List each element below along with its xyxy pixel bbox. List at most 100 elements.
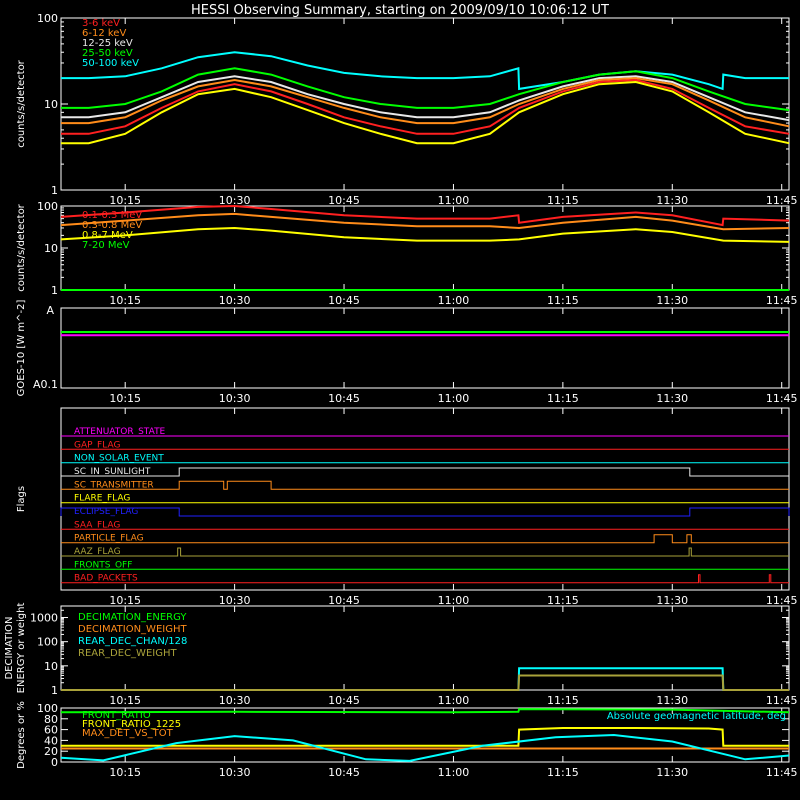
flags-xtick-label: 11:00: [438, 594, 470, 607]
panel-lowenergy: 10:15 10:30 10:45 11:00 11:15 11:30 11:45 1 10 10…: [16, 12, 798, 207]
ratios-series-front-ratio-1225: [61, 727, 789, 747]
decimation-xtick-label: 11:15: [547, 694, 579, 707]
decimation-ytick-label: 10: [44, 660, 58, 673]
flag-label: SC_TRANSMITTER: [74, 480, 154, 490]
decimation-ylabel-line1: DECIMATION: [4, 616, 15, 679]
goes-ytick-label-a01: A0.1: [33, 378, 58, 391]
ratios-xtick-label: 11:45: [766, 766, 798, 779]
goes-xtick-label: 11:30: [656, 392, 688, 405]
flags-xtick-label: 10:45: [328, 594, 360, 607]
flag-label: NON_SOLAR_EVENT: [74, 454, 164, 464]
goes-xtick-label: 11:15: [547, 392, 579, 405]
flags-ylabel: Flags: [16, 486, 27, 512]
lowenergy-series-3-6-kev: [61, 78, 790, 135]
highenergy-series-0-3-0-8-mev: [60, 212, 790, 231]
highenergy-xtick-label: 11:00: [438, 294, 470, 307]
ratios-ytick-label: 20: [44, 745, 58, 758]
highenergy-ytick-label: 10: [44, 242, 58, 255]
goes-xtick-label: 10:30: [219, 392, 251, 405]
flags-xtick-label: 11:30: [656, 594, 688, 607]
flag-line: [60, 507, 790, 517]
ratios-annotation: Absolute geomagnetic latitude, deg: [607, 711, 786, 722]
flag-label: ATTENUATOR_STATE: [74, 427, 166, 437]
panel-flags: 10:15 10:30 10:45 11:00 11:15 11:30 11:45 Flags…: [16, 407, 798, 607]
ratios-xtick-label: 11:30: [656, 766, 688, 779]
ratios-ylabel: Degrees or %: [16, 701, 27, 769]
lowenergy-ytick-label: 1: [51, 184, 58, 197]
goes-xtick-label: 10:45: [328, 392, 360, 405]
highenergy-xtick-label: 10:15: [109, 294, 141, 307]
highenergy-xtick-label: 10:45: [328, 294, 360, 307]
lowenergy-legend-item: 50-100 keV: [82, 58, 139, 69]
flag-label: SAA_FLAG: [74, 520, 120, 530]
lowenergy-xtick-label: 10:15: [109, 194, 141, 207]
highenergy-legend-item: 7-20 MeV: [82, 240, 130, 251]
flag-line: [61, 534, 789, 544]
ratios-xtick-label: 10:30: [219, 766, 251, 779]
decimation-series-rear-dec-weight: [61, 674, 789, 691]
lowenergy-legend-item: 12-25 keV: [82, 38, 133, 49]
decimation-legend-item: REAR_DEC_CHAN/128: [78, 636, 187, 647]
goes-xtick-label: 11:45: [766, 392, 798, 405]
ratios-xtick-label: 10:15: [109, 766, 141, 779]
decimation-xtick-label: 11:00: [438, 694, 470, 707]
flag-label: SC_IN_SUNLIGHT: [74, 467, 151, 477]
decimation-ylabel-line2: ENERGY or weight: [16, 603, 27, 694]
flag-line: [61, 574, 789, 584]
highenergy-xtick-label: 11:15: [547, 294, 579, 307]
lowenergy-xtick-label: 10:45: [328, 194, 360, 207]
highenergy-series-0-8-7-mev: [60, 226, 790, 243]
ratios-series-front-ratio: [60, 708, 790, 714]
lowenergy-series-yellow: [61, 80, 790, 145]
flags-frame: [60, 407, 790, 591]
lowenergy-series-25-50-kev: [61, 67, 790, 112]
flags-xtick-label: 11:15: [547, 594, 579, 607]
decimation-ytick-label: 100: [37, 636, 58, 649]
panel-highenergy: 10:15 10:30 10:45 11:00 11:15 11:30 11:45 1 10 10…: [16, 200, 798, 307]
flag-label: ECLIPSE_FLAG: [74, 507, 138, 517]
ratios-xtick-label: 11:00: [438, 766, 470, 779]
flag-label: GAP_FLAG: [74, 440, 120, 450]
ratios-legend-item: FRONT_RATIO: [82, 710, 151, 721]
highenergy-xtick-label: 11:30: [656, 294, 688, 307]
decimation-legend-item: REAR_DEC_WEIGHT: [78, 648, 177, 659]
goes-xtick-label: 11:00: [438, 392, 470, 405]
ratios-ytick-label: 100: [37, 702, 58, 715]
highenergy-xtick-label: 10:30: [219, 294, 251, 307]
ratios-ytick-label: 60: [44, 724, 58, 737]
decimation-ytick-label: 1000: [30, 612, 58, 625]
panel-decimation: 10:15 10:30 10:45 11:00 11:15 11:30 11:45 1 10 10…: [4, 603, 798, 707]
lowenergy-legend-item: 3-6 keV: [82, 18, 120, 29]
highenergy-legend-item: 0.1-0.3 MeV: [82, 210, 142, 221]
lowenergy-series-12-25-kev: [61, 75, 790, 122]
decimation-xtick-label: 11:30: [656, 694, 688, 707]
highenergy-ylabel: counts/s/detector: [16, 203, 27, 291]
lowenergy-xtick-label: 11:15: [547, 194, 579, 207]
ratios-legend-item: FRONT_RATIO_1225: [82, 719, 181, 730]
lowenergy-ytick-label: 10: [44, 98, 58, 111]
lowenergy-xtick-label: 11:00: [438, 194, 470, 207]
ratios-series-geomagnetic-latitude: [60, 733, 790, 762]
flags-xtick-label: 10:30: [219, 594, 251, 607]
flag-label: FLARE_FLAG: [74, 494, 130, 504]
highenergy-ytick-label: 1: [51, 284, 58, 297]
ratios-ytick-label: 40: [44, 734, 58, 747]
goes-ylabel: GOES-10 [W m^-2]: [16, 300, 27, 397]
goes-xtick-label: 10:15: [109, 392, 141, 405]
flags-xtick-label: 10:15: [109, 594, 141, 607]
decimation-xtick-label: 11:45: [766, 694, 798, 707]
flag-line: [61, 547, 789, 557]
ratios-ytick-label: 0: [51, 756, 58, 769]
ratios-legend-item: MAX_DET_VS_TOT: [82, 728, 174, 739]
ratios-xtick-label: 10:45: [328, 766, 360, 779]
highenergy-legend-item: 0.8-7 MeV: [82, 230, 133, 241]
highenergy-series-0-1-0-3-mev: [60, 204, 790, 227]
decimation-xtick-label: 10:45: [328, 694, 360, 707]
decimation-legend-item: DECIMATION_WEIGHT: [78, 624, 187, 635]
highenergy-legend-item: 0.3-0.8 MeV: [82, 220, 142, 231]
flag-line: [61, 467, 789, 477]
flags-xtick-label: 11:45: [766, 594, 798, 607]
lowenergy-series-50-100-kev: [61, 51, 789, 91]
